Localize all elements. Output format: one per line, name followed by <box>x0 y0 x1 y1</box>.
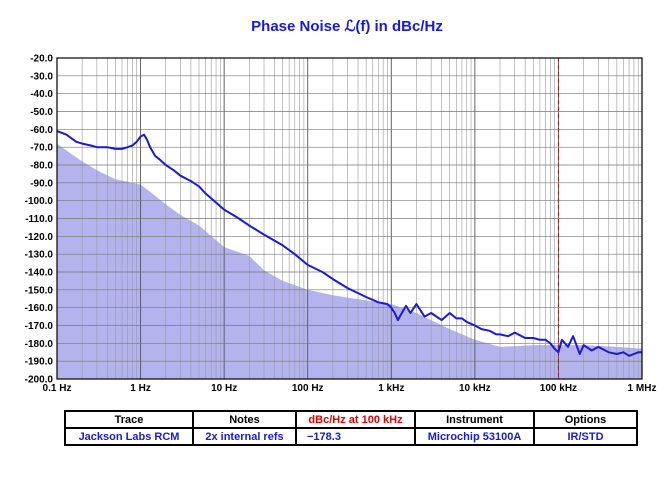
y-tick-label: -40.0 <box>30 89 53 100</box>
header-dbc-at-100khz: dBc/Hz at 100 kHz <box>295 410 416 429</box>
legend-header-row: Trace Notes dBc/Hz at 100 kHz Instrument… <box>64 410 638 429</box>
cell-trace: Jackson Labs RCM <box>64 427 194 446</box>
header-trace: Trace <box>64 410 194 429</box>
y-tick-label: -90.0 <box>30 178 53 189</box>
header-options: Options <box>533 410 638 429</box>
header-instrument: Instrument <box>414 410 535 429</box>
x-tick-label: 1 MHz <box>628 383 657 394</box>
y-tick-label: -50.0 <box>30 107 53 118</box>
legend-table: Trace Notes dBc/Hz at 100 kHz Instrument… <box>64 410 638 446</box>
y-tick-label: -120.0 <box>25 232 54 243</box>
y-tick-label: -30.0 <box>30 71 53 82</box>
trace-line <box>56 130 642 357</box>
x-tick-label: 100 Hz <box>292 383 324 394</box>
floor-area <box>57 143 642 379</box>
cell-instrument: Microchip 53100A <box>414 427 535 446</box>
y-tick-label: -150.0 <box>25 285 54 296</box>
y-tick-label: -160.0 <box>25 303 54 314</box>
x-tick-label: 0.1 Hz <box>43 383 72 394</box>
y-tick-label: -80.0 <box>30 161 53 172</box>
y-tick-label: -170.0 <box>25 321 54 332</box>
y-tick-label: -130.0 <box>25 250 54 261</box>
x-tick-label: 10 Hz <box>211 383 237 394</box>
legend-data-row: Jackson Labs RCM 2x internal refs −178.3… <box>64 427 638 446</box>
y-tick-label: -60.0 <box>30 125 53 136</box>
chart-title: Phase Noise ℒ(f) in dBc/Hz <box>251 18 443 35</box>
y-tick-label: -180.0 <box>25 339 54 350</box>
y-tick-label: -200.0 <box>25 375 54 386</box>
cell-options: IR/STD <box>533 427 638 446</box>
y-tick-label: -20.0 <box>30 54 53 65</box>
cell-notes: 2x internal refs <box>192 427 297 446</box>
phase-noise-chart: Phase Noise ℒ(f) in dBc/Hz -20.0 -30.0 -40… <box>25 18 657 394</box>
x-tick-label: 1 kHz <box>378 383 404 394</box>
x-tick-label: 10 kHz <box>459 383 491 394</box>
y-tick-label: -190.0 <box>25 357 54 368</box>
x-tick-label: 1 Hz <box>130 383 151 394</box>
y-tick-label: -110.0 <box>25 214 53 225</box>
y-tick-label: -100.0 <box>25 196 54 207</box>
cell-dbc-value: −178.3 <box>295 427 416 446</box>
y-tick-label: -140.0 <box>25 268 54 279</box>
y-tick-label: -70.0 <box>30 143 53 154</box>
plot-border <box>56 57 643 380</box>
header-notes: Notes <box>192 410 297 429</box>
x-tick-label: 100 kHz <box>540 383 577 394</box>
